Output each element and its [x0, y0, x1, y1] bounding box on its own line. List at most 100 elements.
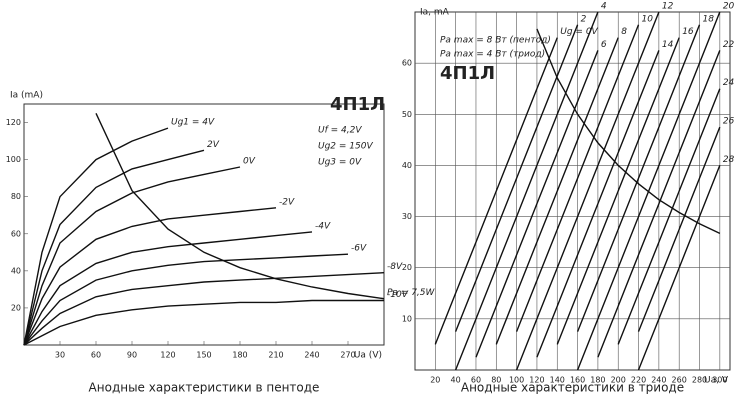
x-tick-label: 270	[340, 351, 355, 360]
curve	[637, 165, 721, 371]
curve-label: 12	[662, 2, 674, 12]
curve-label: 28	[723, 155, 735, 165]
y-tick-label: 30	[402, 212, 412, 221]
y-tick-label: 20	[11, 303, 21, 312]
x-tick-label: 120	[160, 351, 175, 360]
curve	[23, 272, 385, 346]
x-tick-label: 180	[232, 351, 247, 360]
curve-label: -2V	[279, 197, 295, 207]
curve-label: -6V	[351, 244, 367, 254]
x-axis-label: Ua (V)	[354, 351, 382, 361]
curve-label: 0V	[243, 157, 256, 167]
x-tick-label: 80	[491, 376, 501, 385]
x-tick-label: 180	[590, 376, 605, 385]
x-axis-label: Ua, V	[704, 376, 729, 386]
x-tick-label: 240	[651, 376, 666, 385]
caption: Анодные характеристики в пентоде	[89, 381, 320, 395]
x-tick-label: 240	[304, 351, 319, 360]
curve-label: 2	[581, 14, 587, 24]
curve	[23, 231, 313, 346]
curve-label: Ug1 = 4V	[171, 118, 215, 128]
curve	[597, 50, 721, 358]
annotation: Ug3 = 0V	[318, 158, 362, 168]
x-tick-label: 140	[550, 376, 565, 385]
curve-label: 20	[723, 2, 735, 12]
y-tick-label: 100	[6, 155, 21, 164]
y-axis-label: Ia, mA	[420, 8, 450, 18]
x-tick-label: 260	[672, 376, 687, 385]
curve-label: 10	[642, 14, 654, 24]
curve-label: 2V	[207, 140, 220, 150]
curve	[23, 166, 241, 346]
y-tick-label: 40	[11, 266, 21, 275]
x-tick-label: 90	[127, 351, 137, 360]
x-tick-label: 30	[55, 351, 65, 360]
plot-frame	[414, 11, 731, 371]
curve	[637, 126, 721, 332]
curve	[23, 253, 349, 346]
annotation: Uf = 4,2V	[318, 126, 362, 136]
curve-label: 14	[662, 40, 674, 50]
curve-label: 6	[601, 40, 607, 50]
caption: Анодные характеристики в триоде	[461, 381, 684, 395]
x-tick-label: 150	[196, 351, 211, 360]
x-tick-label: 20	[430, 376, 440, 385]
curve	[515, 11, 660, 371]
curve	[617, 88, 721, 345]
x-tick-label: 200	[611, 376, 626, 385]
annotation: 4П1Л	[330, 94, 385, 115]
curve	[23, 207, 277, 346]
curve-label: 18	[703, 14, 715, 24]
curve	[576, 24, 701, 332]
curve	[454, 11, 599, 371]
curve	[23, 127, 169, 346]
curve	[515, 24, 640, 332]
y-tick-label: 80	[11, 192, 21, 201]
annotation: 4П1Л	[440, 63, 495, 84]
x-tick-label: 160	[570, 376, 585, 385]
curve-label: 4	[601, 2, 607, 12]
y-axis-label: Ia (mA)	[10, 91, 43, 101]
curve-label: Pa = 7,5W	[387, 288, 436, 298]
curve	[556, 37, 680, 345]
x-tick-label: 120	[529, 376, 544, 385]
x-tick-label: 210	[268, 351, 283, 360]
curve	[434, 37, 558, 345]
annotation: Pa max = 8 Вт (пентод)	[440, 36, 551, 46]
x-tick-label: 60	[471, 376, 481, 385]
curve-label: -10V	[387, 290, 409, 300]
x-tick-label: 40	[451, 376, 461, 385]
annotation: Pa max = 4 Вт (триод)	[440, 50, 545, 60]
curve	[454, 24, 579, 332]
curve-label: -8V	[387, 262, 403, 272]
annotation: Ug2 = 150V	[318, 142, 373, 152]
curve	[23, 299, 384, 346]
y-tick-label: 60	[11, 229, 21, 238]
curve	[536, 28, 721, 235]
curve	[536, 50, 660, 358]
curve-label: -4V	[315, 221, 331, 231]
curve-label: Ug = 0V	[560, 27, 598, 37]
y-tick-label: 40	[402, 161, 412, 170]
curve-label: 16	[682, 27, 694, 37]
curve-label: 22	[723, 40, 735, 50]
x-tick-label: 220	[631, 376, 646, 385]
curve	[475, 50, 599, 358]
curve	[95, 113, 385, 300]
curve-label: 26	[723, 117, 735, 127]
y-tick-label: 120	[6, 118, 21, 127]
y-tick-label: 20	[402, 263, 412, 272]
curve	[23, 149, 205, 346]
x-tick-label: 100	[509, 376, 524, 385]
x-tick-label: 300	[712, 376, 727, 385]
curve	[495, 37, 619, 345]
y-tick-label: 60	[402, 59, 412, 68]
curve-label: 8	[621, 27, 627, 37]
y-tick-label: 10	[402, 314, 412, 323]
x-tick-label: 280	[692, 376, 707, 385]
y-tick-label: 50	[402, 110, 412, 119]
curve-label: 24	[723, 78, 735, 88]
